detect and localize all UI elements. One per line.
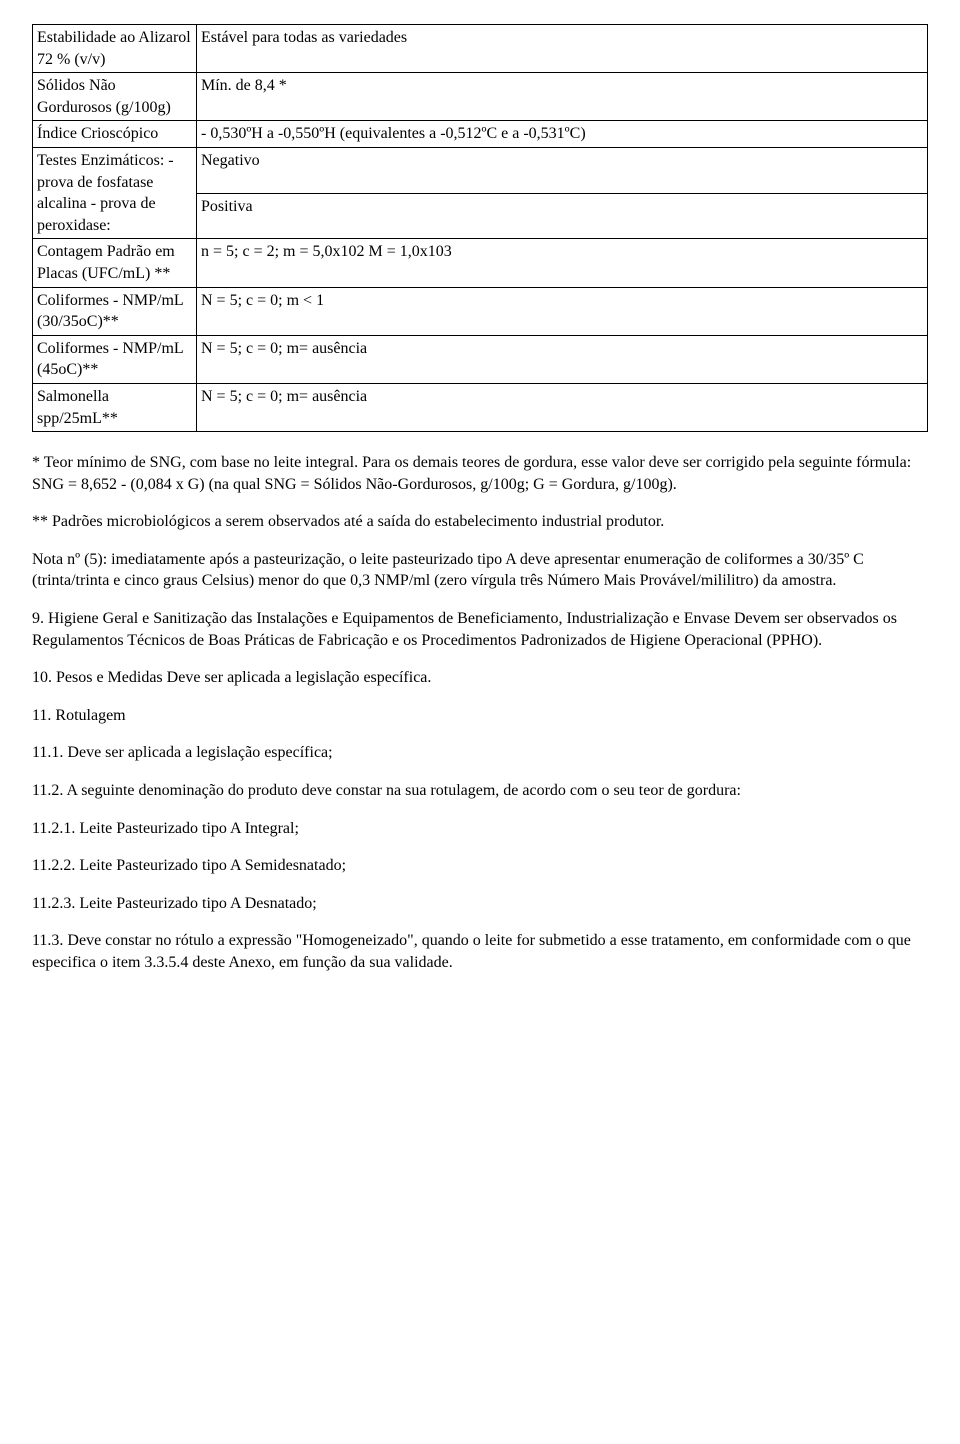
table-row: Contagem Padrão em Placas (UFC/mL) ** n … [33,239,928,287]
row-value: Negativo [197,147,928,193]
row-value: N = 5; c = 0; m= ausência [197,383,928,431]
section-11-2-3: 11.2.3. Leite Pasteurizado tipo A Desnat… [32,893,928,915]
table-row: Testes Enzimáticos: - prova de fosfatase… [33,147,928,193]
section-9: 9. Higiene Geral e Sanitização das Insta… [32,608,928,651]
table-row: Estabilidade ao Alizarol 72 % (v/v) Está… [33,25,928,73]
row-label: Coliformes - NMP/mL (30/35oC)** [33,287,197,335]
footnote-sng: * Teor mínimo de SNG, com base no leite … [32,452,928,495]
row-label: Índice Crioscópico [33,121,197,148]
section-11-heading: 11. Rotulagem [32,705,928,727]
row-label: Contagem Padrão em Placas (UFC/mL) ** [33,239,197,287]
section-10: 10. Pesos e Medidas Deve ser aplicada a … [32,667,928,689]
section-11-2-1: 11.2.1. Leite Pasteurizado tipo A Integr… [32,818,928,840]
table-row: Salmonella spp/25mL** N = 5; c = 0; m= a… [33,383,928,431]
row-value: Estável para todas as variedades [197,25,928,73]
section-11-3: 11.3. Deve constar no rótulo a expressão… [32,930,928,973]
row-value: N = 5; c = 0; m < 1 [197,287,928,335]
row-value: n = 5; c = 2; m = 5,0x102 M = 1,0x103 [197,239,928,287]
row-label: Testes Enzimáticos: - prova de fosfatase… [33,147,197,238]
table-row: Coliformes - NMP/mL (30/35oC)** N = 5; c… [33,287,928,335]
row-value: - 0,530ºH a -0,550ºH (equivalentes a -0,… [197,121,928,148]
row-label: Sólidos Não Gordurosos (g/100g) [33,73,197,121]
specification-table: Estabilidade ao Alizarol 72 % (v/v) Está… [32,24,928,432]
row-label: Salmonella spp/25mL** [33,383,197,431]
table-row: Índice Crioscópico - 0,530ºH a -0,550ºH … [33,121,928,148]
section-11-2-2: 11.2.2. Leite Pasteurizado tipo A Semide… [32,855,928,877]
table-row: Coliformes - NMP/mL (45oC)** N = 5; c = … [33,335,928,383]
footnote-microbio: ** Padrões microbiológicos a serem obser… [32,511,928,533]
note-5: Nota nº (5): imediatamente após a pasteu… [32,549,928,592]
section-11-1: 11.1. Deve ser aplicada a legislação esp… [32,742,928,764]
row-label: Estabilidade ao Alizarol 72 % (v/v) [33,25,197,73]
section-11-2: 11.2. A seguinte denominação do produto … [32,780,928,802]
table-row: Sólidos Não Gordurosos (g/100g) Mín. de … [33,73,928,121]
row-value: N = 5; c = 0; m= ausência [197,335,928,383]
row-value: Positiva [197,193,928,239]
row-value: Mín. de 8,4 * [197,73,928,121]
row-label: Coliformes - NMP/mL (45oC)** [33,335,197,383]
